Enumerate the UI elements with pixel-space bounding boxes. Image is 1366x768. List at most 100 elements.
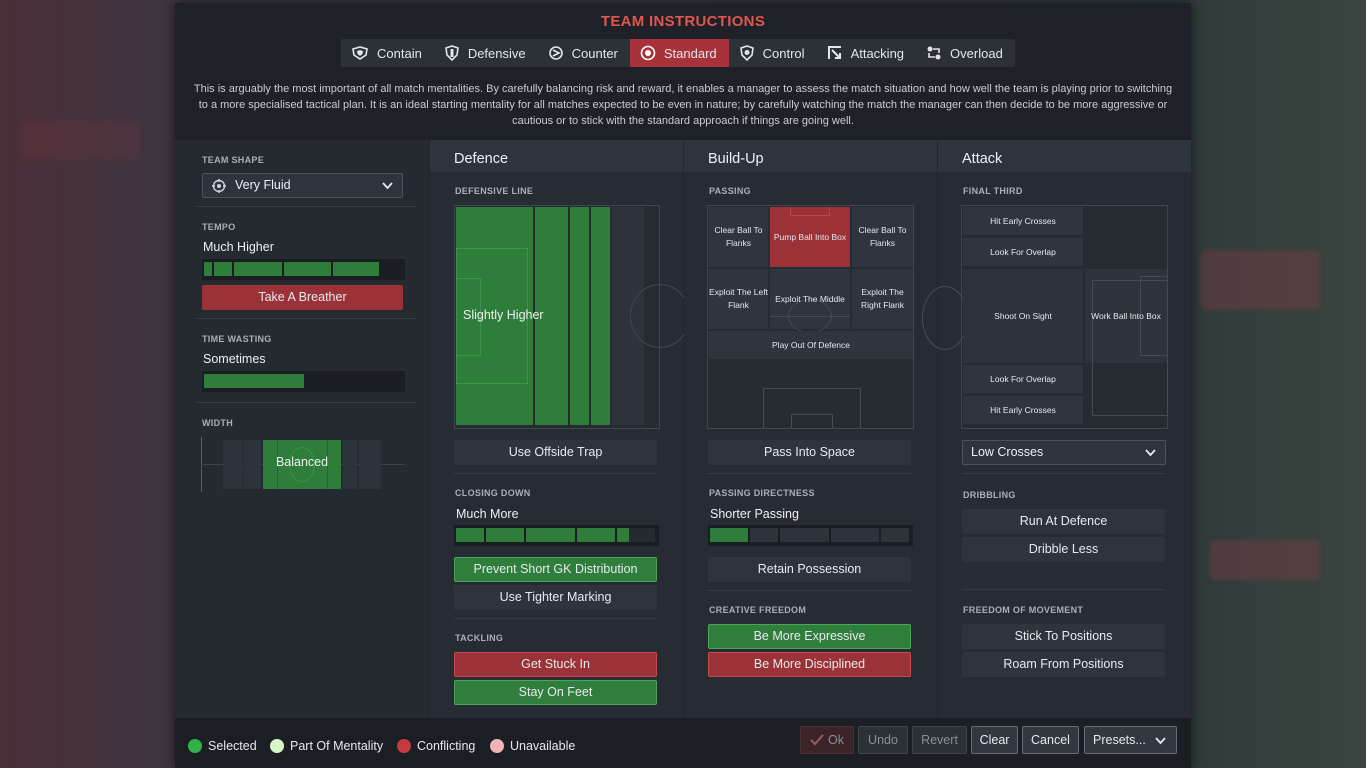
- undo-button[interactable]: Undo: [858, 726, 908, 754]
- control-icon: [739, 45, 754, 61]
- defensive-line-pitch[interactable]: Slightly Higher: [454, 205, 690, 429]
- shield-icon: [444, 45, 459, 61]
- exploit-right-flank-option[interactable]: Exploit The Right Flank: [852, 269, 913, 329]
- freedom-of-movement-label: FREEDOM OF MOVEMENT: [963, 605, 1084, 615]
- cancel-button[interactable]: Cancel: [1022, 726, 1079, 754]
- divider: [708, 590, 911, 591]
- revert-button[interactable]: Revert: [912, 726, 967, 754]
- clear-ball-left-option[interactable]: Clear Ball To Flanks: [709, 207, 768, 267]
- divider: [195, 318, 416, 319]
- pump-ball-into-box-option[interactable]: Pump Ball Into Box: [770, 207, 850, 267]
- closing-down-label: CLOSING DOWN: [455, 488, 531, 498]
- slider-segment: [526, 528, 575, 542]
- legend-label: Conflicting: [417, 739, 476, 753]
- presets-label: Presets...: [1093, 733, 1146, 747]
- exploit-left-flank-option[interactable]: Exploit The Left Flank: [709, 269, 768, 329]
- hit-early-crosses-top-option[interactable]: Hit Early Crosses: [963, 207, 1083, 235]
- width-pitch[interactable]: Balanced: [201, 437, 405, 492]
- passing-directness-label: PASSING DIRECTNESS: [709, 488, 815, 498]
- crossing-type-dropdown[interactable]: Low Crosses: [962, 440, 1166, 465]
- tab-control[interactable]: Control: [729, 39, 817, 67]
- defensive-line-label: DEFENSIVE LINE: [455, 186, 534, 196]
- be-more-expressive-button[interactable]: Be More Expressive: [708, 624, 911, 649]
- tab-contain[interactable]: Contain: [341, 39, 434, 67]
- pump-ball-label: Pump Ball Into Box: [773, 231, 847, 242]
- look-for-overlap-bottom-option[interactable]: Look For Overlap: [963, 365, 1083, 393]
- slider-segment-empty: [880, 528, 909, 542]
- divider: [195, 206, 416, 207]
- legend-selected: Selected: [188, 739, 257, 753]
- mentality-description: This is arguably the most important of a…: [193, 83, 1173, 127]
- run-at-defence-button[interactable]: Run At Defence: [962, 509, 1165, 534]
- tab-attacking[interactable]: Attacking: [817, 39, 916, 67]
- tab-label: Overload: [950, 45, 1003, 61]
- slider-segment: [233, 262, 282, 276]
- pass-into-space-button[interactable]: Pass Into Space: [708, 440, 911, 465]
- legend-part-of-mentality: Part Of Mentality: [270, 739, 383, 753]
- tab-label: Control: [762, 45, 805, 61]
- slider-segment: [213, 262, 232, 276]
- shoot-on-sight-option[interactable]: Shoot On Sight: [963, 269, 1083, 363]
- tempo-slider[interactable]: [202, 259, 405, 280]
- tackling-label: TACKLING: [455, 633, 504, 643]
- stay-on-feet-button[interactable]: Stay On Feet: [454, 680, 657, 705]
- tab-label: Standard: [663, 45, 717, 61]
- standard-icon: [640, 45, 656, 61]
- be-more-disciplined-button[interactable]: Be More Disciplined: [708, 652, 911, 677]
- mentality-tabs: Contain Defensive Counter Standard Contr…: [341, 39, 1015, 67]
- closing-down-slider[interactable]: [454, 525, 659, 546]
- hit-early-crosses-bottom-option[interactable]: Hit Early Crosses: [963, 396, 1083, 424]
- tab-counter[interactable]: Counter: [538, 39, 630, 67]
- prevent-short-gk-distribution-button[interactable]: Prevent Short GK Distribution: [454, 557, 657, 582]
- dribbling-label: DRIBBLING: [963, 490, 1016, 500]
- dialog-footer: [175, 718, 1191, 768]
- dribble-less-button[interactable]: Dribble Less: [962, 537, 1165, 562]
- attack-heading: Attack: [938, 140, 1191, 172]
- width-label: WIDTH: [202, 418, 233, 428]
- buildup-column: Build-Up PASSING Clear Ball To Flanks Pu…: [684, 140, 937, 718]
- look-for-overlap-top-option[interactable]: Look For Overlap: [963, 238, 1083, 266]
- roam-from-positions-button[interactable]: Roam From Positions: [962, 652, 1165, 677]
- tab-standard[interactable]: Standard: [629, 39, 729, 67]
- slider-segment: [486, 528, 525, 542]
- tempo-value: Much Higher: [203, 240, 274, 254]
- team-shape-label: TEAM SHAPE: [202, 155, 265, 165]
- take-a-breather-button[interactable]: Take A Breather: [202, 285, 403, 310]
- clear-ball-right-option[interactable]: Clear Ball To Flanks: [852, 207, 913, 267]
- time-wasting-slider[interactable]: [202, 371, 405, 392]
- use-offside-trap-button[interactable]: Use Offside Trap: [454, 440, 657, 465]
- buildup-heading: Build-Up: [684, 140, 937, 172]
- slider-segment: [204, 262, 212, 276]
- slider-segment-empty: [780, 528, 829, 542]
- slider-fill: [204, 374, 304, 388]
- legend-unavailable: Unavailable: [490, 739, 575, 753]
- slider-segment: [576, 528, 615, 542]
- retain-possession-button[interactable]: Retain Possession: [708, 557, 911, 582]
- final-third-pitch: Hit Early Crosses Look For Overlap Shoot…: [922, 205, 1168, 429]
- tab-overload[interactable]: Overload: [916, 39, 1015, 67]
- divider: [962, 589, 1165, 590]
- chevron-down-icon: [382, 182, 393, 190]
- slider-segment: [283, 262, 332, 276]
- work-ball-into-box-option[interactable]: Work Ball Into Box: [1085, 269, 1168, 416]
- presets-dropdown[interactable]: Presets...: [1084, 726, 1177, 754]
- chevron-down-icon: [1155, 737, 1166, 745]
- team-shape-dropdown[interactable]: Very Fluid: [202, 173, 403, 198]
- clear-button[interactable]: Clear: [971, 726, 1018, 754]
- legend-label: Unavailable: [510, 739, 576, 753]
- selected-dot-icon: [188, 739, 202, 753]
- ok-button[interactable]: Ok: [800, 726, 854, 754]
- get-stuck-in-button[interactable]: Get Stuck In: [454, 652, 657, 677]
- passing-directness-slider[interactable]: [708, 525, 913, 546]
- tab-defensive[interactable]: Defensive: [434, 39, 538, 67]
- exploit-middle-option[interactable]: Exploit The Middle: [770, 269, 850, 333]
- counter-icon: [548, 46, 563, 60]
- use-tighter-marking-button[interactable]: Use Tighter Marking: [454, 585, 657, 610]
- stick-to-positions-button[interactable]: Stick To Positions: [962, 624, 1165, 649]
- play-out-of-defence-option[interactable]: Play Out Of Defence: [709, 331, 913, 359]
- final-third-label: FINAL THIRD: [963, 186, 1023, 196]
- tab-label: Defensive: [467, 45, 526, 61]
- tempo-label: TEMPO: [202, 222, 236, 232]
- slider-segment: [333, 262, 380, 276]
- passing-directness-value: Shorter Passing: [710, 507, 799, 521]
